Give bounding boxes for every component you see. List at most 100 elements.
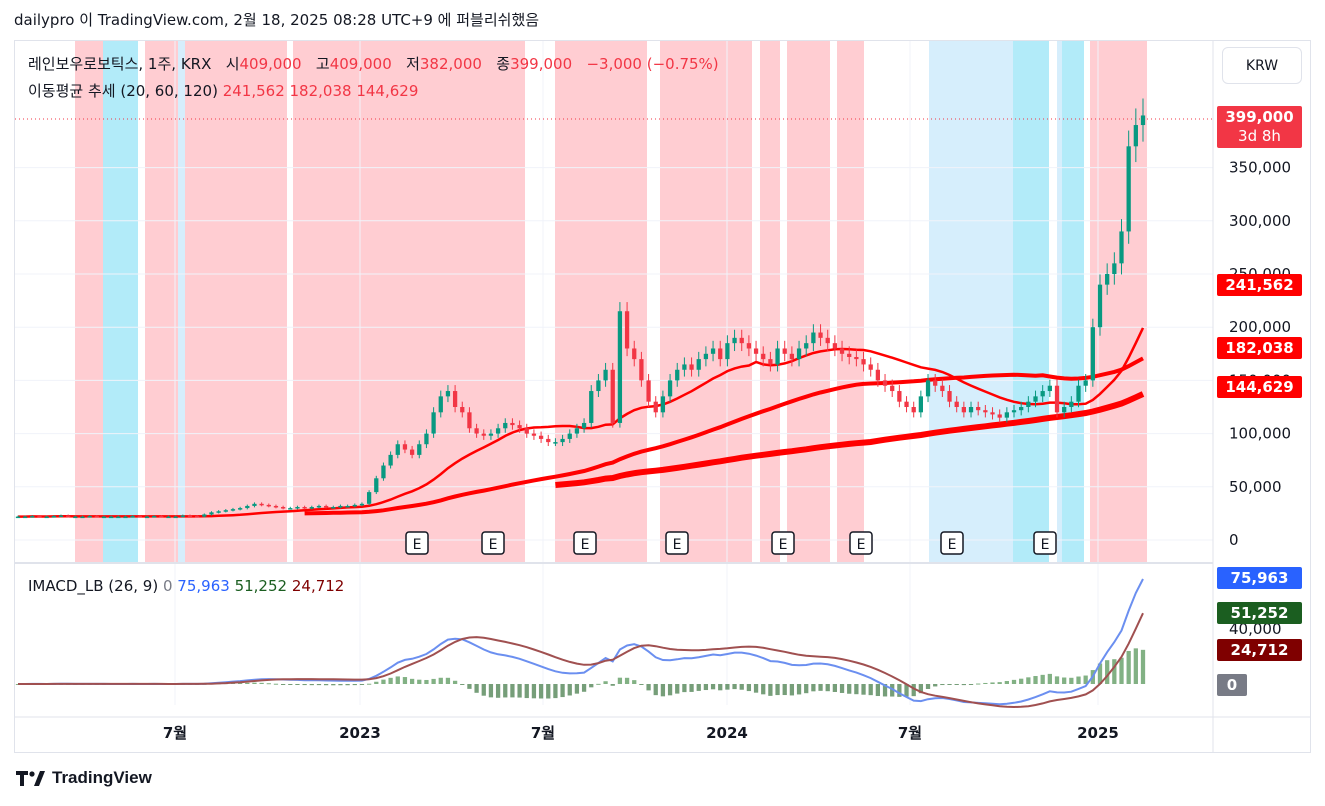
candle-body-1 [23,516,28,519]
earnings-box-0 [405,531,429,555]
legend-close-label: 종 [496,55,511,73]
candle-body-77 [567,433,572,439]
candle-95 [696,351,701,377]
macd-hist-bar-66 [488,684,494,698]
candle-body-109 [796,348,802,360]
macd-hist-bar-74 [546,684,551,699]
candle-154 [1119,219,1124,275]
candle-body-41 [309,507,314,509]
x-tick-label-2: 7월 [531,724,555,742]
footer-brand[interactable]: TradingView [16,768,152,788]
candle-76 [560,434,565,447]
candle-body-54 [402,444,408,450]
candle-93 [682,357,687,377]
candle-body-31 [237,508,243,510]
candle-body-35 [266,504,271,507]
macd-hist-bar-95 [696,684,701,691]
candle-body-14 [116,516,121,519]
candle-26 [202,513,207,518]
macd-hist-bar-58 [431,678,436,684]
candle-9 [80,515,85,519]
candle-53 [395,440,400,459]
macd-hist-bar-113 [825,684,830,692]
currency-button[interactable]: KRW [1222,47,1302,84]
candle-body-119 [868,364,873,370]
trend-band-9 [787,41,830,562]
legend-macd: IMACD_LB (26, 9) 0 75,963 51,252 24,712 [28,577,344,595]
candle-57 [424,429,429,449]
candle-35 [266,503,271,508]
candle-143 [1040,385,1045,403]
macd-hist-bar-70 [517,684,522,698]
candle-139 [1011,404,1017,418]
macd-hist-bar-45 [338,684,343,686]
candle-111 [811,324,816,352]
candle-body-66 [488,433,494,436]
candle-body-6 [58,515,64,518]
y-tick-label-2: 100,000 [1229,425,1291,443]
macd-hist-bar-147 [1069,677,1074,684]
macd-hist-bar-48 [359,684,365,685]
candle-98 [718,340,723,367]
candle-body-92 [675,369,680,381]
candle-body-62 [460,407,465,413]
trend-bands [75,41,1147,562]
candle-50 [374,475,379,495]
macd-hist-bar-124 [904,684,909,697]
candle-107 [782,340,787,362]
macd-hist-bar-89 [653,684,658,696]
candle-71 [524,423,529,438]
macd-hist-bar-140 [1019,678,1024,684]
candle-103 [753,340,759,362]
candle-body-5 [51,516,56,518]
macd-hist-bar-139 [1011,679,1017,684]
candle-5 [51,515,56,518]
candle-body-99 [725,343,730,360]
candle-16 [130,515,135,518]
y-tick-label-1: 50,000 [1229,478,1282,496]
candle-body-135 [983,410,988,413]
candle-18 [144,515,150,519]
candle-body-34 [259,503,264,506]
candle-body-103 [753,348,759,354]
chart-frame[interactable] [14,40,1311,753]
macd-hist-bar-128 [933,684,938,687]
candle-body-151 [1097,284,1103,328]
legend-macd-hist: 51,252 [234,577,288,595]
candle-135 [983,404,988,418]
candle-12 [101,515,107,519]
x-tick-label-4: 7월 [898,724,922,742]
macd-hist-bar-88 [646,684,651,691]
candle-body-3 [37,516,42,518]
candle-150 [1090,318,1095,387]
candle-body-124 [904,401,909,407]
candle-80 [589,385,594,428]
candle-body-131 [954,401,959,407]
macd-hist-bar-80 [589,684,594,688]
macd-hist-bar-135 [983,682,988,684]
macd-hist-bar-138 [1004,681,1009,684]
candle-73 [538,431,544,443]
x-tick-label-5: 2025 [1077,724,1119,742]
macd-hist-bar-76 [560,684,565,698]
macd-hist-bar-57 [424,679,429,684]
candle-54 [402,440,408,454]
legend-open-label: 시 [225,55,240,73]
macd-hist-bar-34 [259,682,264,684]
candle-99 [725,335,730,367]
candle-2 [30,515,35,518]
candle-101 [739,329,744,352]
candle-body-146 [1062,407,1067,413]
candle-body-74 [546,438,551,443]
candle-body-36 [273,505,279,508]
candle-body-91 [667,380,673,397]
candlesticks [15,98,1146,519]
candle-body-88 [646,380,651,402]
candle-88 [646,374,651,408]
candle-body-80 [589,391,594,423]
candle-body-22 [173,516,178,519]
macd-hist-bar-44 [331,684,336,686]
candle-body-57 [424,433,429,445]
macd-hist-bar-90 [660,684,666,697]
